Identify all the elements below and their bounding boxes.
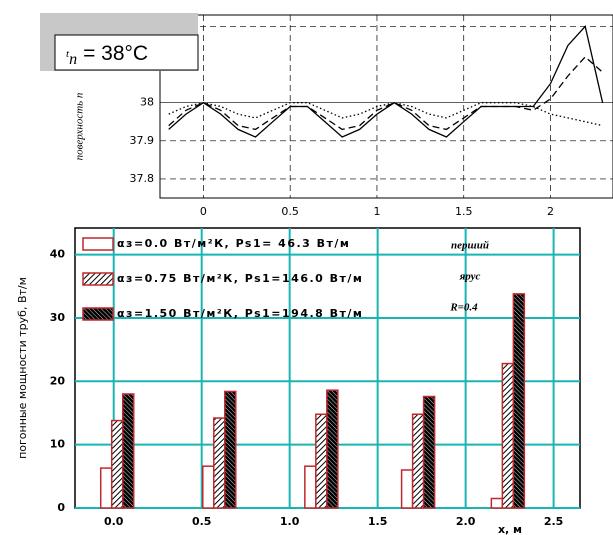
annotation-box <box>54 34 199 71</box>
legend-label: αз=0.0 Вт/м²К, Ps1= 46.3 Вт/м <box>117 237 350 250</box>
bar <box>110 419 124 509</box>
x-tick-label: 2.0 <box>456 515 476 528</box>
y-tick-label: 40 <box>50 248 66 261</box>
bar <box>121 393 135 509</box>
bar <box>501 362 515 509</box>
annotation: ярус <box>459 271 481 283</box>
x-tick-label: 2 <box>547 205 554 218</box>
bar <box>422 395 436 509</box>
legend-swatch <box>82 307 114 321</box>
y-tick-label: 0 <box>57 501 65 514</box>
bar <box>326 389 339 509</box>
legend-swatch <box>82 237 114 251</box>
annotation-subscript: n <box>69 51 77 68</box>
bar <box>490 497 504 509</box>
bar <box>99 467 113 509</box>
x-axis-label: x, м <box>498 523 522 535</box>
annotation: tn = 38°C <box>66 42 148 68</box>
x-tick-label: 0.5 <box>281 205 299 218</box>
bar <box>512 293 526 509</box>
bar <box>213 417 226 509</box>
y-tick-label: 38 <box>140 96 154 109</box>
x-tick-label: 1.0 <box>280 515 300 528</box>
bar <box>315 413 328 509</box>
y-axis-label: поверхность п <box>74 92 86 160</box>
annotation: перший <box>451 240 489 252</box>
y-axis-label: погонные мощности труб, Вт/м <box>16 277 29 459</box>
x-tick-label: 0.5 <box>192 515 212 528</box>
x-tick-label: 0.0 <box>104 515 124 528</box>
annotation: R=0.4 <box>449 302 478 314</box>
x-tick-label: 0 <box>200 205 207 218</box>
y-tick-label: 37.8 <box>130 172 155 185</box>
bar <box>304 465 317 509</box>
y-tick-label: 10 <box>50 438 66 451</box>
legend-label: αз=0.75 Вт/м²К, Ps1=146.0 Вт/м <box>117 272 363 285</box>
data-line <box>168 102 603 127</box>
annotation-text: = 38°C <box>83 42 148 65</box>
y-tick-label: 37.9 <box>130 134 155 147</box>
bar <box>411 413 425 509</box>
x-tick-label: 1 <box>373 205 380 218</box>
bar <box>202 465 215 509</box>
x-tick-label: 1.5 <box>368 515 388 528</box>
annotation-symbol: t <box>66 48 70 60</box>
bar <box>400 469 414 509</box>
bar <box>224 390 237 509</box>
x-tick-label: 2.5 <box>544 515 564 528</box>
x-tick-label: 1.5 <box>455 205 473 218</box>
y-tick-label: 20 <box>50 374 66 387</box>
data-line <box>168 55 604 131</box>
y-tick-label: 30 <box>50 311 66 324</box>
legend-swatch <box>82 272 114 286</box>
legend-label: αз=1.50 Вт/м²К, Ps1=194.8 Вт/м <box>117 307 363 320</box>
